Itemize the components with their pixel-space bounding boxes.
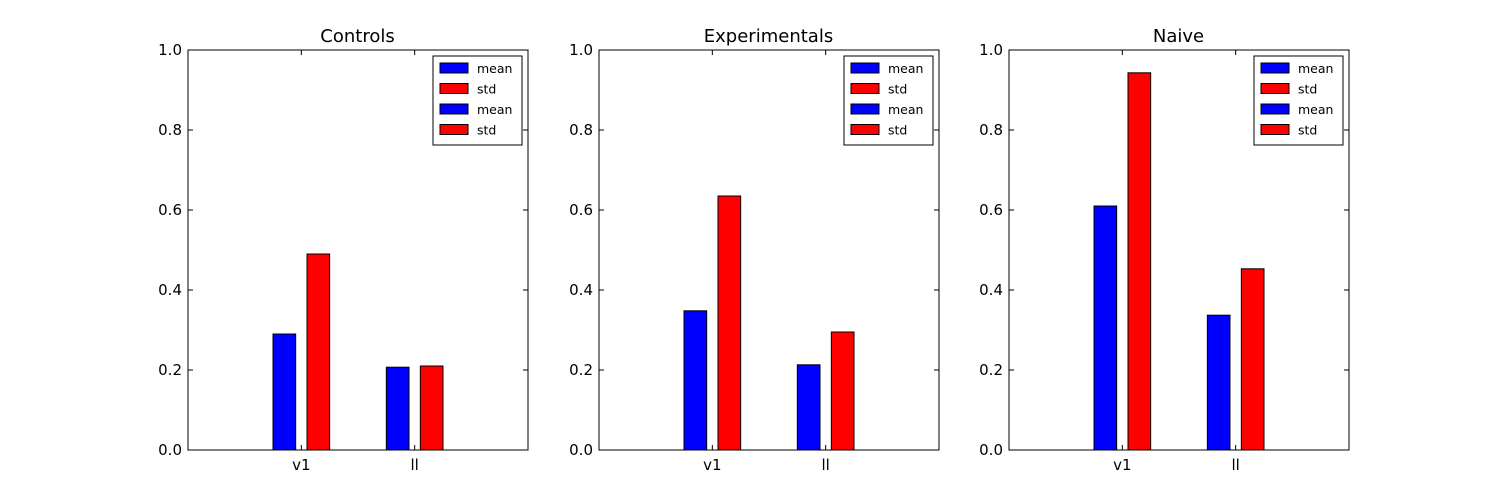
legend-swatch-mean [1260, 103, 1290, 115]
legend-label: mean [888, 61, 923, 76]
y-tick-label: 0.0 [979, 441, 1003, 459]
legend-label: mean [888, 102, 923, 117]
legend-label: std [477, 123, 496, 138]
legend-swatch-mean [850, 103, 880, 115]
bar-mean-ll [385, 366, 410, 451]
legend-label: mean [1298, 61, 1333, 76]
x-tick-label: v1 [292, 456, 310, 474]
y-tick-label: 0.0 [569, 441, 593, 459]
legend-label: std [477, 82, 496, 97]
legend-swatch-mean [439, 62, 469, 74]
x-tick-label: ll [410, 456, 418, 474]
y-tick-label: 0.2 [158, 361, 182, 379]
y-tick-label: 1.0 [158, 41, 182, 59]
legend-swatch-std [850, 83, 880, 94]
y-tick-label: 0.8 [158, 121, 182, 139]
bar-std-v1 [1127, 72, 1152, 451]
bar-mean-ll [796, 364, 821, 451]
y-tick-label: 1.0 [979, 41, 1003, 59]
y-tick-label: 0.6 [158, 201, 182, 219]
legend-label: mean [477, 102, 512, 117]
y-tick-label: 0.4 [979, 281, 1003, 299]
y-tick-label: 0.4 [569, 281, 593, 299]
bar-mean-v1 [272, 333, 297, 451]
bar-std-ll [830, 331, 855, 451]
bar-std-ll [419, 365, 444, 451]
y-tick-label: 0.6 [979, 201, 1003, 219]
legend-swatch-mean [850, 62, 880, 74]
x-tick-label: v1 [703, 456, 721, 474]
legend-swatch-std [1260, 83, 1290, 94]
x-tick-label: v1 [1113, 456, 1131, 474]
subplot-experimentals: Experimentals 0.0 0.2 0.4 0.6 0.8 1.0 v1 ll mean… [569, 26, 940, 474]
legend-label: mean [477, 61, 512, 76]
legend: mean std mean std [1253, 55, 1344, 146]
bar-std-v1 [717, 195, 742, 451]
chart-title: Experimentals [704, 26, 833, 47]
subplot-controls: Controls 0.00.20.40.60.81.0v1 llmeanstdme… [158, 26, 529, 474]
legend-label: mean [1298, 102, 1333, 117]
y-tick-label: 0.2 [979, 361, 1003, 379]
legend-label: std [1298, 82, 1317, 97]
legend-swatch-mean [1260, 62, 1290, 74]
legend-swatch-std [439, 83, 469, 94]
legend: mean std mean std [432, 55, 523, 146]
bar-mean-ll [1206, 314, 1231, 451]
x-tick-label: ll [821, 456, 829, 474]
subplot-naive: Naive 0.0 0.2 0.4 0.6 0.8 1.0 v1 ll mean std mean s… [979, 26, 1350, 474]
y-tick-label: 0.8 [979, 121, 1003, 139]
legend-swatch-mean [439, 103, 469, 115]
bar-std-v1 [306, 253, 331, 451]
bar-mean-v1 [1093, 205, 1118, 451]
x-tick-label: ll [1231, 456, 1239, 474]
y-tick-label: 0.6 [569, 201, 593, 219]
y-tick-label: 0.2 [569, 361, 593, 379]
legend-label: std [1298, 123, 1317, 138]
legend-label: std [888, 82, 907, 97]
y-tick-label: 0.4 [158, 281, 182, 299]
legend-swatch-std [1260, 124, 1290, 135]
legend-label: std [888, 123, 907, 138]
y-tick-label: 1.0 [569, 41, 593, 59]
bar-std-ll [1240, 268, 1265, 451]
chart-title: Naive [1153, 26, 1204, 47]
bar-mean-v1 [683, 310, 708, 451]
legend: mean std mean std [843, 55, 934, 146]
legend-swatch-std [439, 124, 469, 135]
y-tick-label: 0.8 [569, 121, 593, 139]
legend-swatch-std [850, 124, 880, 135]
chart-title: Controls [320, 26, 394, 47]
y-tick-label: 0.0 [158, 441, 182, 459]
